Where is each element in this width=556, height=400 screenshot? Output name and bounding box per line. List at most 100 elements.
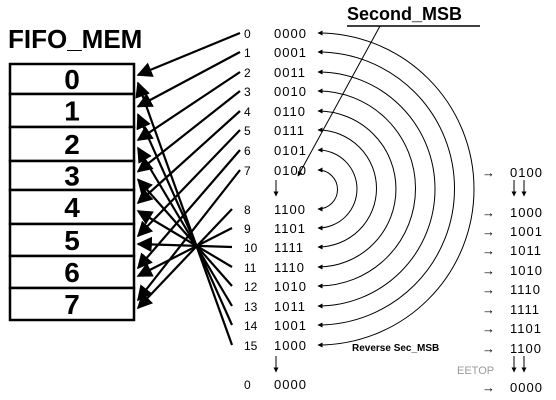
right-column-code: 1100 (510, 341, 542, 356)
memory-slot (8, 286, 136, 322)
sequence-index: 12 (244, 280, 258, 294)
sequence-index: 15 (244, 339, 258, 353)
mapping-arrow (137, 146, 233, 307)
mapping-arrow (136, 110, 241, 205)
right-column-code: 0100 (510, 165, 543, 180)
memory-slot (8, 222, 136, 258)
reflection-arc (317, 30, 475, 348)
sequence-index: 8 (244, 203, 251, 217)
sequence-index: 10 (244, 241, 258, 255)
sequence-index: 4 (244, 105, 251, 119)
memory-slot-label: 1 (64, 96, 80, 127)
mapping-arrow (136, 210, 233, 268)
fifo-mem-title: FIFO_MEM (8, 24, 142, 54)
mapping-arrow (136, 51, 241, 108)
sequence-index: 14 (244, 319, 258, 333)
right-column-code: 1001 (510, 224, 543, 239)
reflection-arc (317, 167, 338, 212)
right-arrow-glyph: → (482, 302, 496, 317)
right-arrow-glyph: → (482, 263, 496, 278)
second-msb-label: Second_MSB (347, 4, 462, 24)
sequence-index: 7 (244, 164, 251, 178)
right-column-code: 1010 (510, 263, 543, 278)
wrap-code: 0000 (274, 377, 307, 392)
right-column-code: 1111 (510, 302, 540, 317)
right-column-code: 1000 (510, 205, 543, 220)
sequence-code: 0101 (274, 143, 307, 158)
sequence-index: 5 (244, 124, 251, 138)
sequence-code: 0110 (274, 104, 306, 119)
sequence-code: 1000 (274, 338, 307, 353)
right-column-code: 1101 (510, 321, 542, 336)
mapping-arrow (135, 81, 234, 346)
sequence-code: 0000 (274, 26, 307, 41)
mapping-arrow (136, 236, 233, 253)
right-arrow-glyph: → (482, 321, 496, 336)
reflection-arc (317, 147, 358, 231)
mapping-arrow (136, 31, 241, 77)
mapping-arrow (136, 208, 233, 310)
memory-slot (8, 159, 136, 192)
reflection-arc (317, 127, 377, 250)
reflection-arc (317, 69, 436, 309)
sequence-index: 1 (244, 46, 251, 60)
memory-slot-label: 7 (64, 289, 80, 320)
mapping-arrow (136, 149, 241, 270)
watermark-text: EETOP (457, 365, 494, 377)
sequence-code: 0111 (274, 123, 305, 138)
memory-slot-label: 2 (64, 129, 80, 160)
sequence-code: 1010 (274, 279, 307, 294)
reflection-arc (317, 49, 455, 328)
reverse-sec-msb-label: Reverse Sec_MSB (352, 343, 439, 354)
sequence-code: 0010 (274, 84, 307, 99)
right-column-code: 1110 (510, 282, 541, 297)
sequence-index: 3 (244, 85, 251, 99)
second-msb-pointer (297, 25, 381, 177)
sequence-code: 1101 (274, 221, 306, 236)
sequence-code: 1011 (274, 299, 306, 314)
reflection-arc-group (317, 30, 475, 348)
sequence-code: 1111 (274, 240, 304, 255)
sequence-index: 9 (244, 222, 251, 236)
memory-slot-label: 6 (64, 257, 80, 288)
right-column: → 0100 → 1000 → 1001 → 1011 → 1010 → 1110 → 1111 → 1101… (482, 165, 543, 395)
mapping-arrow-group (135, 31, 241, 346)
mapping-arrow (136, 71, 241, 141)
memory-slot-label: 0 (64, 64, 80, 95)
right-column-code: 1011 (510, 243, 542, 258)
sequence-index: 2 (244, 66, 251, 80)
memory-slot-label: 5 (64, 225, 80, 256)
right-arrow-glyph: → (482, 380, 496, 395)
reflection-arc (317, 108, 397, 270)
mapping-arrow (136, 129, 241, 238)
right-column-code: 0000 (510, 380, 543, 395)
sequence-code: 0011 (274, 65, 306, 80)
right-arrow-glyph: → (482, 243, 496, 258)
reflection-arc (317, 88, 416, 289)
mapping-arrow (136, 90, 241, 173)
right-arrow-glyph: → (482, 224, 496, 239)
memory-slot-label: 4 (64, 192, 80, 223)
sequence-index: 13 (244, 300, 258, 314)
sequence-index: 0 (244, 27, 251, 41)
wrap-index: 0 (244, 378, 251, 392)
mapping-arrow (136, 227, 233, 277)
right-arrow-glyph: → (482, 165, 496, 180)
right-arrow-glyph: → (482, 205, 496, 220)
sequence-code: 1110 (274, 260, 305, 275)
sequence-code: 0001 (274, 45, 307, 60)
mapping-arrow (136, 113, 234, 326)
right-arrow-glyph: → (482, 282, 496, 297)
sequence-index: 6 (244, 144, 251, 158)
right-arrow-glyph: → (482, 341, 496, 356)
sequence-code: 1100 (274, 202, 306, 217)
sequence-code: 0100 (274, 163, 307, 178)
sequence-index: 11 (244, 261, 257, 275)
memory-slot-label: 3 (64, 161, 80, 192)
sequence-code: 1001 (274, 318, 307, 333)
mapping-arrow (136, 178, 233, 287)
